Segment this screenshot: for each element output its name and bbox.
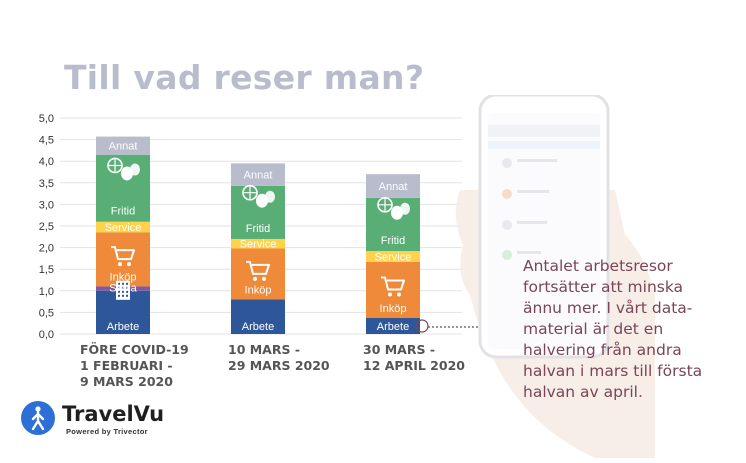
y-tick-label: 2,5 — [39, 221, 54, 233]
office-building-icon — [116, 280, 130, 300]
bar-label-annat: Annat — [244, 170, 273, 182]
logo-name: TravelVu — [62, 402, 165, 426]
bar-label-arbete: Arbete — [107, 321, 139, 333]
bar-label-inköp: Inköp — [245, 284, 272, 296]
bar-segment-service — [96, 221, 150, 233]
y-tick-label: 3,0 — [39, 199, 54, 211]
y-tick-label: 4,5 — [39, 135, 54, 147]
travelvu-logo[interactable]: TravelVu Powered by Trivector — [20, 400, 170, 440]
bar-segment-fritid — [366, 197, 420, 252]
bar-segment-arbete — [366, 318, 420, 334]
x-category-label: 30 MARS -12 APRIL 2020 — [363, 342, 465, 373]
y-tick-label: 5,0 — [39, 113, 54, 125]
bar-label-service: Service — [240, 239, 277, 251]
bar-label-service: Service — [105, 222, 142, 234]
bar-segment-service — [231, 238, 285, 249]
y-tick-label: 3,5 — [39, 178, 54, 190]
bar-segment-arbete — [231, 299, 285, 334]
connector-ring — [415, 319, 429, 333]
bar-label-skola: Skola — [109, 282, 137, 294]
ball-and-masks-icon — [107, 157, 140, 181]
y-axis-ticks: 5,0 4,5 4,0 3,5 3,0 2,5 2,0 1,5 1,0 0,5 0,0 — [39, 113, 54, 341]
bar-segment-fritid — [231, 185, 285, 239]
annotation-text: Antalet arbetsresor fortsätter att minsk… — [523, 257, 703, 401]
y-tick-label: 1,0 — [39, 286, 54, 298]
bar-label-arbete: Arbete — [377, 321, 409, 333]
bars — [96, 136, 420, 334]
bar-segment-annat — [231, 163, 285, 186]
bar-label-inköp: Inköp — [110, 271, 137, 283]
bar-label-service: Service — [375, 251, 412, 263]
y-tick-label: 2,0 — [39, 243, 54, 255]
bar-labels: ArbeteSkolaInköpServiceFritidAnnatArbete… — [105, 141, 412, 333]
bar-segment-fritid — [96, 154, 150, 222]
y-tick-label: 1,5 — [39, 264, 54, 276]
x-category-label: FÖRE COVID-19 1 FEBRUARI -9 MARS 2020 — [80, 342, 189, 389]
shopping-cart-icon — [381, 276, 405, 297]
shopping-cart-icon — [111, 246, 135, 267]
phone-illustration — [455, 93, 655, 458]
bar-segment-annat — [366, 174, 420, 198]
bar-segment-service — [366, 251, 420, 262]
y-tick-label: 4,0 — [39, 156, 54, 168]
shopping-cart-icon — [246, 260, 270, 281]
y-tick-label: 0,5 — [39, 307, 54, 319]
x-category-label: 10 MARS -29 MARS 2020 — [228, 342, 330, 373]
logo-tagline: Powered by Trivector — [66, 427, 148, 436]
bar-label-fritid: Fritid — [381, 235, 405, 247]
walker-logo-icon — [21, 401, 55, 435]
ball-and-masks-icon — [377, 196, 410, 220]
bar-label-annat: Annat — [379, 181, 408, 193]
bar-label-arbete: Arbete — [242, 321, 274, 333]
bar-label-annat: Annat — [109, 141, 138, 153]
bar-label-fritid: Fritid — [111, 206, 135, 218]
bar-label-fritid: Fritid — [246, 223, 270, 235]
bar-segment-annat — [96, 136, 150, 155]
y-tick-label: 0,0 — [39, 329, 54, 341]
ball-and-masks-icon — [242, 184, 275, 208]
bar-label-inköp: Inköp — [380, 303, 407, 315]
chart-title: Till vad reser man? — [64, 58, 425, 97]
